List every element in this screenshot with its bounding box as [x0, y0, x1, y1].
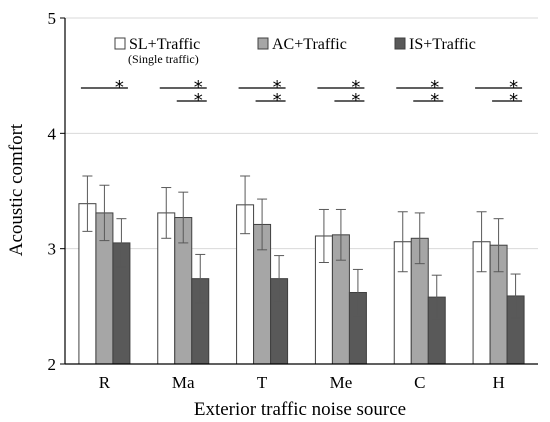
legend-swatch [257, 37, 269, 50]
y-tick-label: 3 [48, 240, 57, 259]
y-tick-label: 5 [48, 9, 57, 28]
x-tick-label: Ma [172, 373, 195, 392]
legend-swatch [394, 37, 406, 50]
y-tick-label: 4 [48, 124, 57, 143]
x-axis-title: Exterior traffic noise source [194, 399, 406, 420]
significance-star: * [509, 77, 518, 98]
grid-lines [65, 17, 538, 250]
y-axis-title: Acoustic comfort [6, 123, 27, 256]
significance-star: * [430, 90, 439, 111]
significance-star: * [351, 77, 360, 98]
x-tick-label: R [99, 373, 111, 392]
x-tick-label: Me [330, 373, 353, 392]
significance-star: * [509, 90, 518, 111]
legend-label: AC+Traffic [272, 36, 347, 53]
significance-star: * [194, 77, 203, 98]
legend-swatch [114, 37, 126, 50]
significance-star: * [273, 90, 282, 111]
x-tick-label: T [257, 373, 268, 392]
bars [78, 175, 525, 365]
y-tick-label: 2 [48, 355, 57, 374]
legend-label: IS+Traffic [409, 36, 476, 53]
legend-label: SL+Traffic [129, 36, 200, 53]
legend-sublabel: (Single traffic) [128, 52, 199, 66]
significance-star: * [430, 77, 439, 98]
significance-star: * [115, 77, 124, 98]
x-tick-label: C [414, 373, 425, 392]
legend: SL+Traffic(Single traffic) AC+Traffic IS+T… [114, 36, 476, 66]
significance-star: * [194, 90, 203, 111]
x-tick-label: H [492, 373, 504, 392]
significance-brackets: * ********** [80, 77, 523, 111]
significance-star: * [273, 77, 282, 98]
axes: 2 3 4 5 R Ma T Me C H [48, 9, 538, 392]
significance-star: * [351, 90, 360, 111]
